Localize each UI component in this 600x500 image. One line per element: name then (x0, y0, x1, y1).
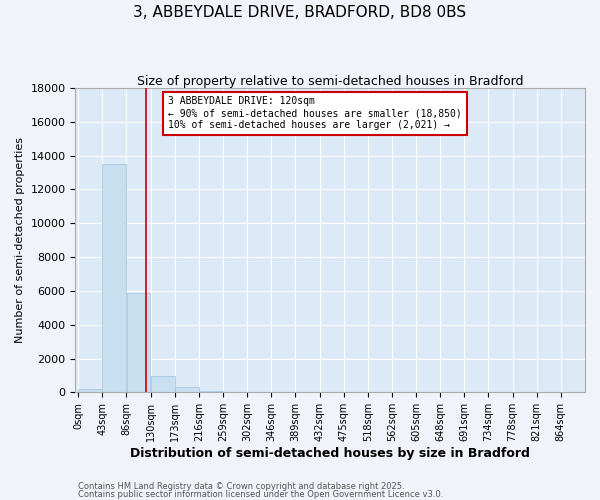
Y-axis label: Number of semi-detached properties: Number of semi-detached properties (15, 137, 25, 343)
Bar (175, 388, 199, 392)
Bar (79, 389, 102, 392)
Bar (151, 376, 175, 392)
Text: Contains public sector information licensed under the Open Government Licence v3: Contains public sector information licen… (78, 490, 443, 499)
Text: Contains HM Land Registry data © Crown copyright and database right 2025.: Contains HM Land Registry data © Crown c… (78, 482, 404, 491)
Text: 3 ABBEYDALE DRIVE: 120sqm
← 90% of semi-detached houses are smaller (18,850)
10%: 3 ABBEYDALE DRIVE: 120sqm ← 90% of semi-… (168, 96, 462, 130)
Bar (103, 164, 127, 392)
X-axis label: Distribution of semi-detached houses by size in Bradford: Distribution of semi-detached houses by … (130, 447, 530, 460)
Text: 3, ABBEYDALE DRIVE, BRADFORD, BD8 0BS: 3, ABBEYDALE DRIVE, BRADFORD, BD8 0BS (133, 5, 467, 20)
Bar (199, 390, 223, 392)
Title: Size of property relative to semi-detached houses in Bradford: Size of property relative to semi-detach… (137, 75, 523, 88)
Bar (127, 292, 151, 392)
